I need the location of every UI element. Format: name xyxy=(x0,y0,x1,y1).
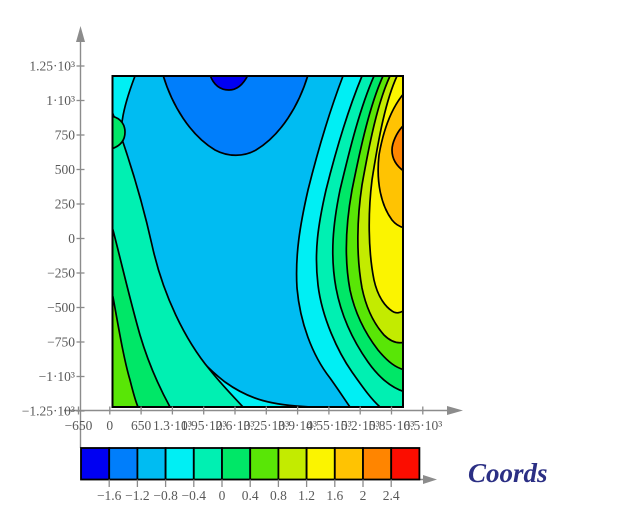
band-right-orangeyellow xyxy=(377,91,404,229)
colorbar-tick-label: 0.8 xyxy=(270,488,287,503)
y-axis-arrowhead-icon xyxy=(76,26,85,42)
x-tick-label: 1.3·10³ xyxy=(153,418,192,433)
y-tick-label: 0 xyxy=(68,231,75,246)
y-tick-labels: 1.25·10³ 1·10³ 750 500 250 0 −250 −500 −… xyxy=(22,59,76,419)
band-left-turquoise xyxy=(112,113,245,408)
colorbar-tick-label: 0 xyxy=(219,488,226,503)
band-right-orange-maximum xyxy=(391,123,404,173)
colorbar-tick-label: 1.6 xyxy=(326,488,343,503)
plot-border xyxy=(111,75,404,408)
y-tick-label: 750 xyxy=(55,128,76,143)
colorbar-cell xyxy=(277,447,308,481)
colorbar-cell xyxy=(333,447,364,481)
colorbar-tick-labels: −1.6 −1.2 −0.8 −0.4 0 0.4 0.8 1.2 1.6 2 … xyxy=(97,488,400,503)
y-tick-label: −500 xyxy=(47,300,75,315)
colorbar-tick-label: 2 xyxy=(360,488,367,503)
x-tick-label: 5.2·10³ xyxy=(341,418,380,433)
x-tick-labels: −650 0 650 1.3·10³ 1.95·10³ 2.6·10³ 3.25… xyxy=(65,418,443,433)
colorbar-cell xyxy=(136,447,167,481)
x-tick-label: 4.55·10³ xyxy=(306,418,352,433)
x-axis-arrowhead-icon xyxy=(447,406,463,415)
colorbar-title: Coords xyxy=(468,458,548,488)
axes-lines xyxy=(64,40,448,448)
colorbar-tick-label: 0.4 xyxy=(242,488,259,503)
y-tick-label: 250 xyxy=(55,197,76,212)
colorbar-tick-label: 2.4 xyxy=(383,488,400,503)
y-tick-label: −750 xyxy=(47,335,75,350)
x-tick-label: 1.95·10³ xyxy=(181,418,227,433)
contour-bands xyxy=(112,75,404,408)
y-tick-label: −1·10³ xyxy=(39,369,75,384)
colorbar-cell xyxy=(390,447,421,481)
band-left-edge-green-bump xyxy=(112,115,126,150)
colorbar-tick-label: −1.6 xyxy=(97,488,122,503)
y-tick-label: 1·10³ xyxy=(46,93,75,108)
y-tick-label: −250 xyxy=(47,266,75,281)
y-tick-label: 500 xyxy=(55,162,76,177)
colorbar-cell xyxy=(192,447,223,481)
colorbar-cell xyxy=(362,447,393,481)
colorbar-tick-label: 1.2 xyxy=(298,488,315,503)
colorbar-cell xyxy=(305,447,336,481)
x-tick-marks xyxy=(77,406,424,415)
colorbar-cell xyxy=(164,447,195,481)
y-tick-marks xyxy=(76,65,85,412)
colorbar-tick-marks xyxy=(108,479,392,487)
colorbar-tick-label: −0.4 xyxy=(182,488,207,503)
colorbar-cell xyxy=(80,447,111,481)
x-tick-label: 6.5·10³ xyxy=(403,418,442,433)
y-tick-label: 1.25·10³ xyxy=(29,59,75,74)
y-tick-label: −1.25·10³ xyxy=(22,404,75,419)
colorbar-tick-label: −1.2 xyxy=(125,488,150,503)
colorbar-cell xyxy=(221,447,252,481)
colorbar-arrowhead-icon xyxy=(423,475,437,484)
band-top-blue-basin xyxy=(162,75,309,157)
x-tick-label: 3.25·10³ xyxy=(243,418,289,433)
x-tick-label: 2.6·10³ xyxy=(216,418,255,433)
colorbar-cell xyxy=(108,447,139,481)
x-tick-label: 5.85·10³ xyxy=(369,418,415,433)
x-tick-label: −650 xyxy=(65,418,93,433)
x-tick-label: 0 xyxy=(106,418,113,433)
colorbar-cell xyxy=(249,447,280,481)
band-top-darkblue-minimum xyxy=(209,75,249,91)
x-tick-label: 650 xyxy=(131,418,152,433)
colorbar-tick-label: −0.8 xyxy=(153,488,178,503)
x-tick-label: 3.9·10³ xyxy=(278,418,317,433)
colorbar xyxy=(80,447,421,481)
